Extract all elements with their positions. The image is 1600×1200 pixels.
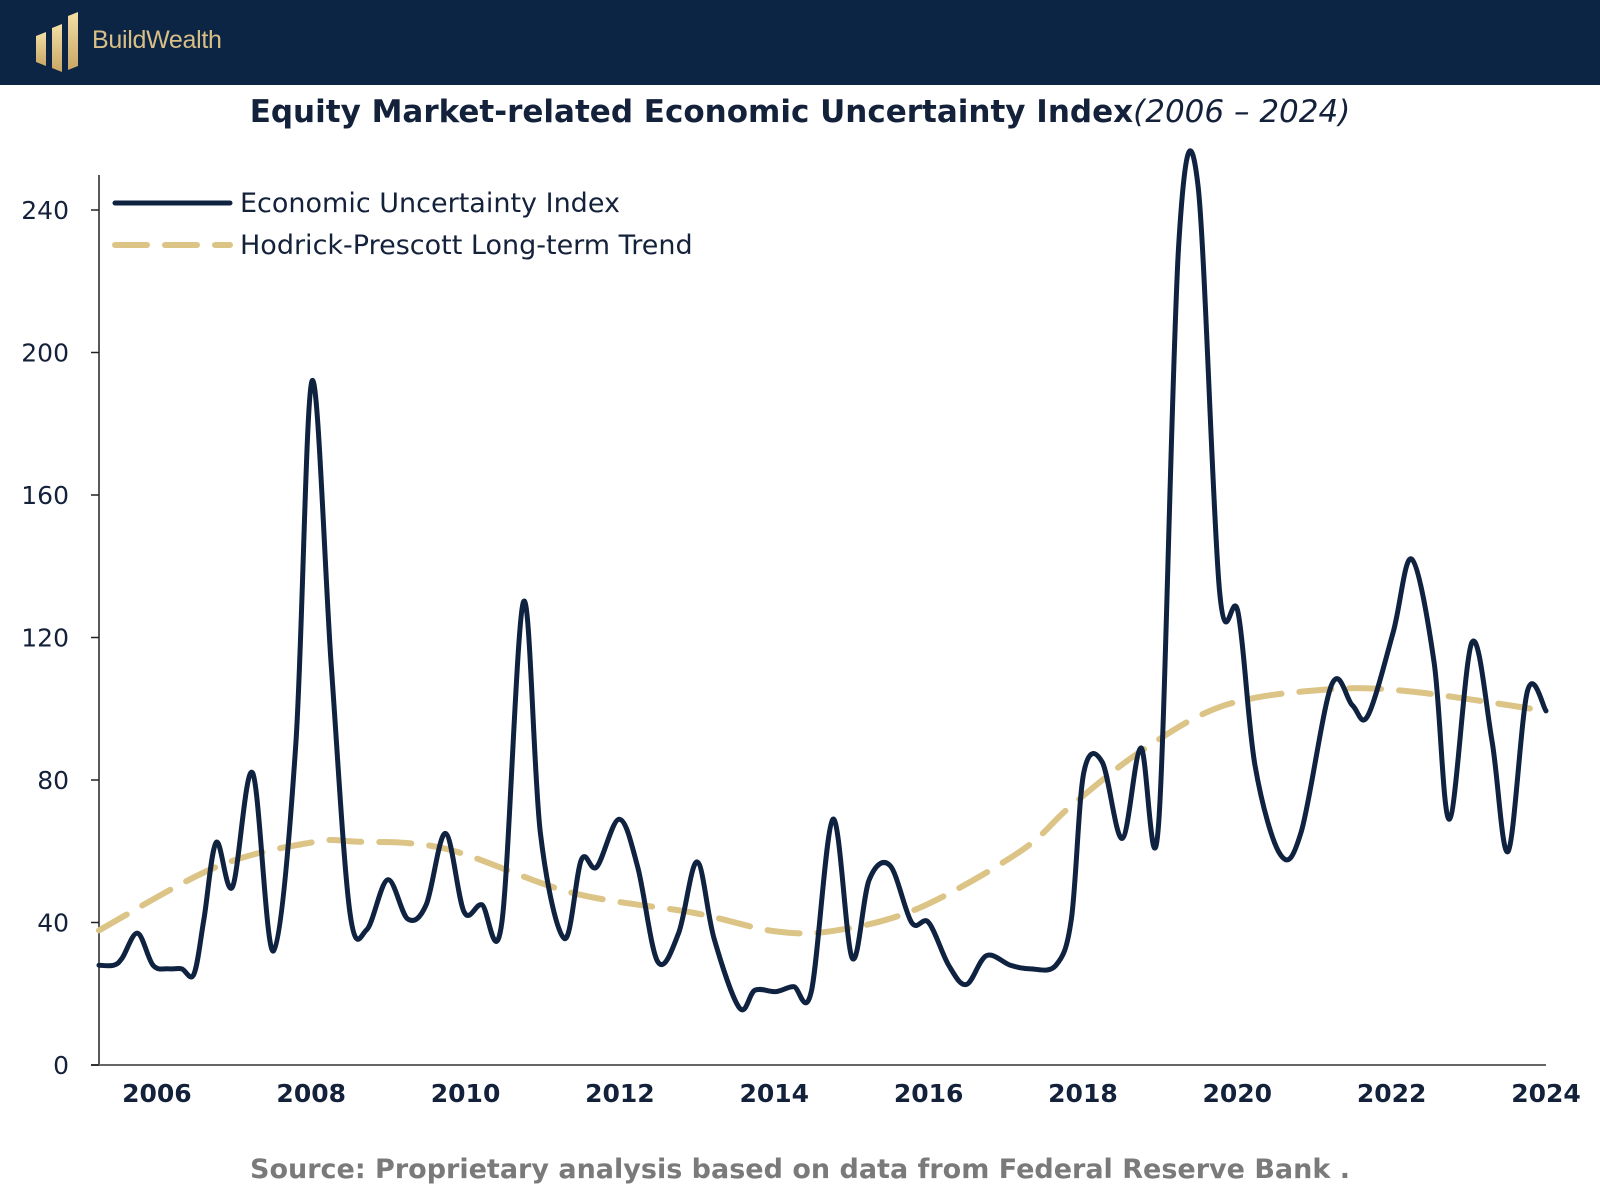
chart-title-range: (2006 – 2024) (1133, 94, 1351, 130)
y-tick-label: 160 (21, 481, 69, 510)
y-tick-label: 120 (21, 624, 69, 653)
axes: 0 40 80 120 160 200 240 2006 2008 2010 2012 2014 201… (21, 175, 1581, 1108)
x-tick-label: 2016 (894, 1079, 964, 1108)
x-tick-label: 2018 (1048, 1079, 1118, 1108)
y-tick-label: 40 (37, 909, 69, 938)
y-tick-label: 0 (53, 1051, 69, 1080)
chart-title: Equity Market-related Economic Uncertain… (0, 94, 1600, 130)
uncertainty-series (96, 148, 1549, 1013)
y-tick-label: 240 (21, 196, 69, 225)
source-note: Source: Proprietary analysis based on da… (250, 1154, 1350, 1185)
brand-header: BuildWealth (0, 0, 1600, 85)
x-tick-label: 2012 (585, 1079, 655, 1108)
x-tick-label: 2022 (1357, 1079, 1427, 1108)
brand-name: BuildWealth (92, 26, 222, 54)
buildwealth-logo-icon (36, 12, 78, 72)
x-tick-label: 2020 (1203, 1079, 1273, 1108)
x-tick-label: 2010 (431, 1079, 501, 1108)
x-tick-label: 2008 (276, 1079, 346, 1108)
legend: Economic Uncertainty Index Hodrick-Presc… (112, 188, 693, 261)
uncertainty-line (96, 148, 1549, 1013)
legend-label-trend: Hodrick-Prescott Long-term Trend (240, 230, 693, 261)
legend-label-uncertainty: Economic Uncertainty Index (240, 188, 620, 219)
x-tick-label: 2014 (739, 1079, 809, 1108)
chart-title-main: Equity Market-related Economic Uncertain… (249, 94, 1134, 130)
y-tick-label: 80 (37, 766, 69, 795)
x-tick-label: 2006 (122, 1079, 192, 1108)
x-tick-label: 2024 (1511, 1079, 1581, 1108)
y-tick-label: 200 (21, 339, 69, 368)
